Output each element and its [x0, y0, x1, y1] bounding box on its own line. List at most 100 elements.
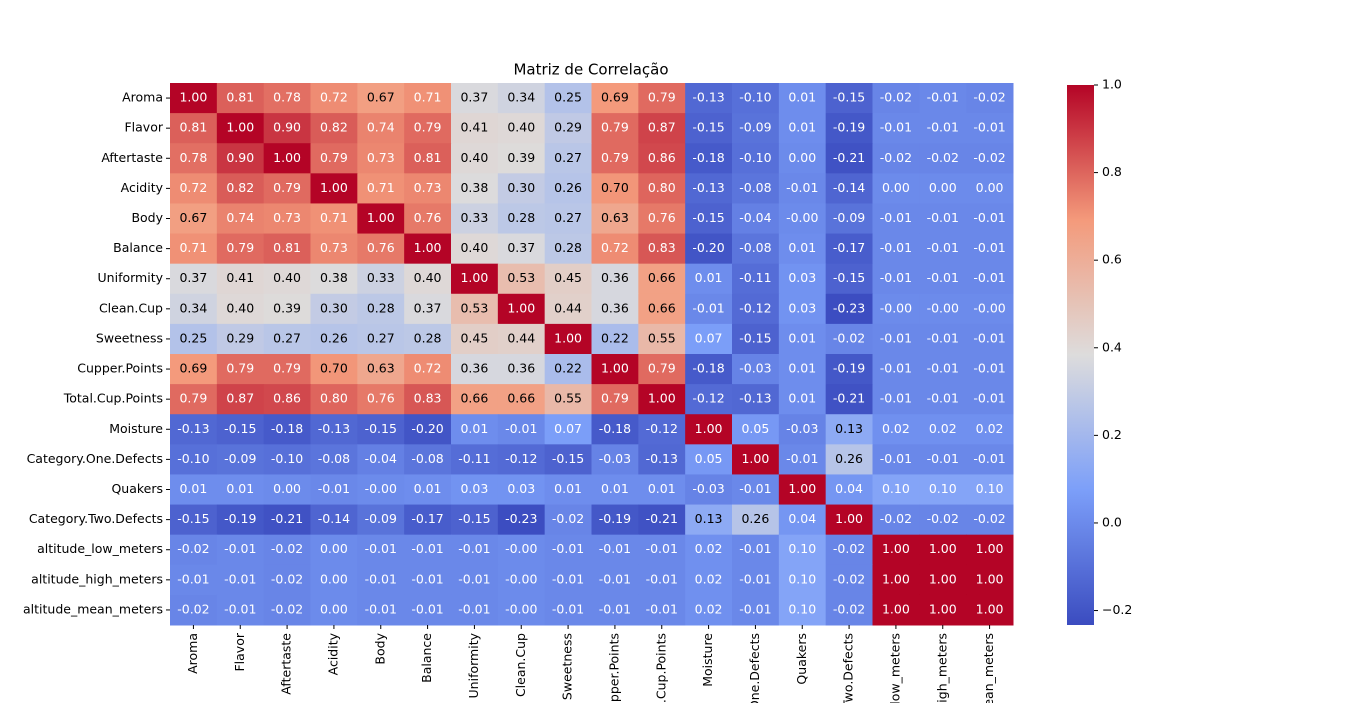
- heatmap-cell: [732, 203, 780, 235]
- heatmap-cell: [825, 173, 873, 204]
- cell-label: 0.76: [367, 391, 395, 406]
- heatmap-cell: [872, 474, 920, 506]
- x-tick-label: Balance: [419, 633, 434, 683]
- cell-label: -0.15: [365, 421, 397, 436]
- heatmap-cell: [638, 173, 686, 204]
- cell-label: -0.01: [786, 451, 818, 466]
- heatmap-cell: [451, 173, 499, 204]
- cell-label: 0.38: [460, 180, 488, 195]
- heatmap-cell: [966, 173, 1014, 204]
- cell-label: 0.74: [367, 120, 395, 135]
- x-tick-label: Quakers: [794, 633, 809, 685]
- heatmap-cell: [591, 534, 639, 566]
- cell-label: -0.15: [177, 511, 209, 526]
- heatmap-cell: [872, 594, 920, 626]
- heatmap-cell: [451, 113, 499, 144]
- cell-label: -0.14: [318, 511, 350, 526]
- heatmap-cell: [357, 293, 405, 325]
- cell-label: 0.79: [179, 391, 207, 406]
- heatmap-cell: [872, 354, 920, 385]
- heatmap-cell: [216, 173, 265, 204]
- x-tick-label: altitude_high_meters: [934, 633, 949, 703]
- heatmap-cell: [778, 173, 827, 204]
- heatmap-cell: [778, 414, 827, 445]
- cell-label: -0.01: [318, 481, 350, 496]
- cell-label: -0.01: [552, 571, 584, 586]
- x-tick-label: Total.Cup.Points: [653, 633, 668, 703]
- cell-label: -0.02: [177, 541, 209, 556]
- heatmap-cell: [497, 113, 546, 144]
- cell-label: -0.02: [271, 601, 303, 616]
- heatmap-cell: [778, 354, 827, 385]
- cell-label: 0.34: [507, 90, 535, 105]
- heatmap-cell: [216, 414, 265, 445]
- cell-label: 0.04: [788, 511, 816, 526]
- heatmap-cell: [216, 203, 265, 235]
- cell-label: 1.00: [882, 601, 910, 616]
- cell-label: -0.00: [973, 300, 1005, 315]
- heatmap-cell: [919, 263, 967, 295]
- cell-label: -0.02: [880, 90, 912, 105]
- cell-label: -0.02: [833, 601, 865, 616]
- heatmap-cell: [310, 113, 358, 144]
- cell-label: -0.01: [599, 601, 631, 616]
- heatmap-cell: [497, 504, 546, 536]
- heatmap-cell: [919, 474, 967, 506]
- cell-label: -0.01: [927, 361, 959, 376]
- heatmap-cell: [732, 534, 780, 566]
- heatmap-cell: [919, 504, 967, 536]
- heatmap-cell: [591, 293, 639, 325]
- heatmap-cell: [310, 384, 358, 415]
- cell-label: 0.01: [648, 481, 676, 496]
- cell-label: 0.01: [788, 391, 816, 406]
- heatmap-cell: [310, 594, 358, 626]
- heatmap-cell: [638, 113, 686, 144]
- cell-label: 0.01: [788, 240, 816, 255]
- heatmap-cell: [872, 444, 920, 475]
- heatmap-cell: [638, 384, 686, 415]
- heatmap-cell: [357, 354, 405, 385]
- cell-label: -0.18: [599, 421, 631, 436]
- heatmap-cell: [778, 113, 827, 144]
- cell-label: 0.82: [226, 180, 254, 195]
- heatmap-cell: [778, 233, 827, 265]
- cell-label: -0.01: [973, 361, 1005, 376]
- heatmap-cell: [357, 233, 405, 265]
- heatmap-cell: [732, 293, 780, 325]
- cell-label: -0.04: [365, 451, 397, 466]
- heatmap-cell: [591, 384, 639, 415]
- heatmap-cell: [357, 444, 405, 475]
- cell-label: -0.02: [973, 150, 1005, 165]
- heatmap-cell: [732, 504, 780, 536]
- heatmap-cell: [451, 233, 499, 265]
- heatmap-cell: [310, 504, 358, 536]
- heatmap-cell: [310, 203, 358, 235]
- heatmap-cell: [216, 564, 265, 596]
- cell-label: -0.10: [271, 451, 303, 466]
- cell-label: -0.01: [973, 330, 1005, 345]
- cell-label: 0.76: [414, 210, 442, 225]
- x-tick-label: Clean.Cup: [513, 633, 528, 697]
- x-tick-label: Category.Two.Defects: [841, 633, 856, 703]
- cell-label: -0.01: [739, 541, 771, 556]
- heatmap-cell: [216, 354, 265, 385]
- cell-label: 0.00: [976, 180, 1004, 195]
- cell-label: 0.44: [554, 300, 582, 315]
- y-tick-label: altitude_high_meters: [31, 571, 163, 586]
- heatmap-cell: [685, 143, 733, 174]
- heatmap-cell: [685, 354, 733, 385]
- y-tick-label: Body: [131, 210, 163, 225]
- heatmap-cell: [170, 354, 218, 385]
- heatmap-cell: [497, 354, 546, 385]
- heatmap-cell: [451, 534, 499, 566]
- heatmap-cell: [451, 564, 499, 596]
- heatmap-cell: [216, 594, 265, 626]
- cell-label: 0.04: [835, 481, 863, 496]
- colorbar: [1067, 85, 1094, 625]
- cell-label: 0.71: [320, 210, 348, 225]
- cell-label: 0.26: [554, 180, 582, 195]
- cell-label: -0.15: [692, 210, 724, 225]
- cell-label: 0.72: [179, 180, 207, 195]
- cell-label: 0.01: [788, 120, 816, 135]
- cell-label: 0.36: [507, 361, 535, 376]
